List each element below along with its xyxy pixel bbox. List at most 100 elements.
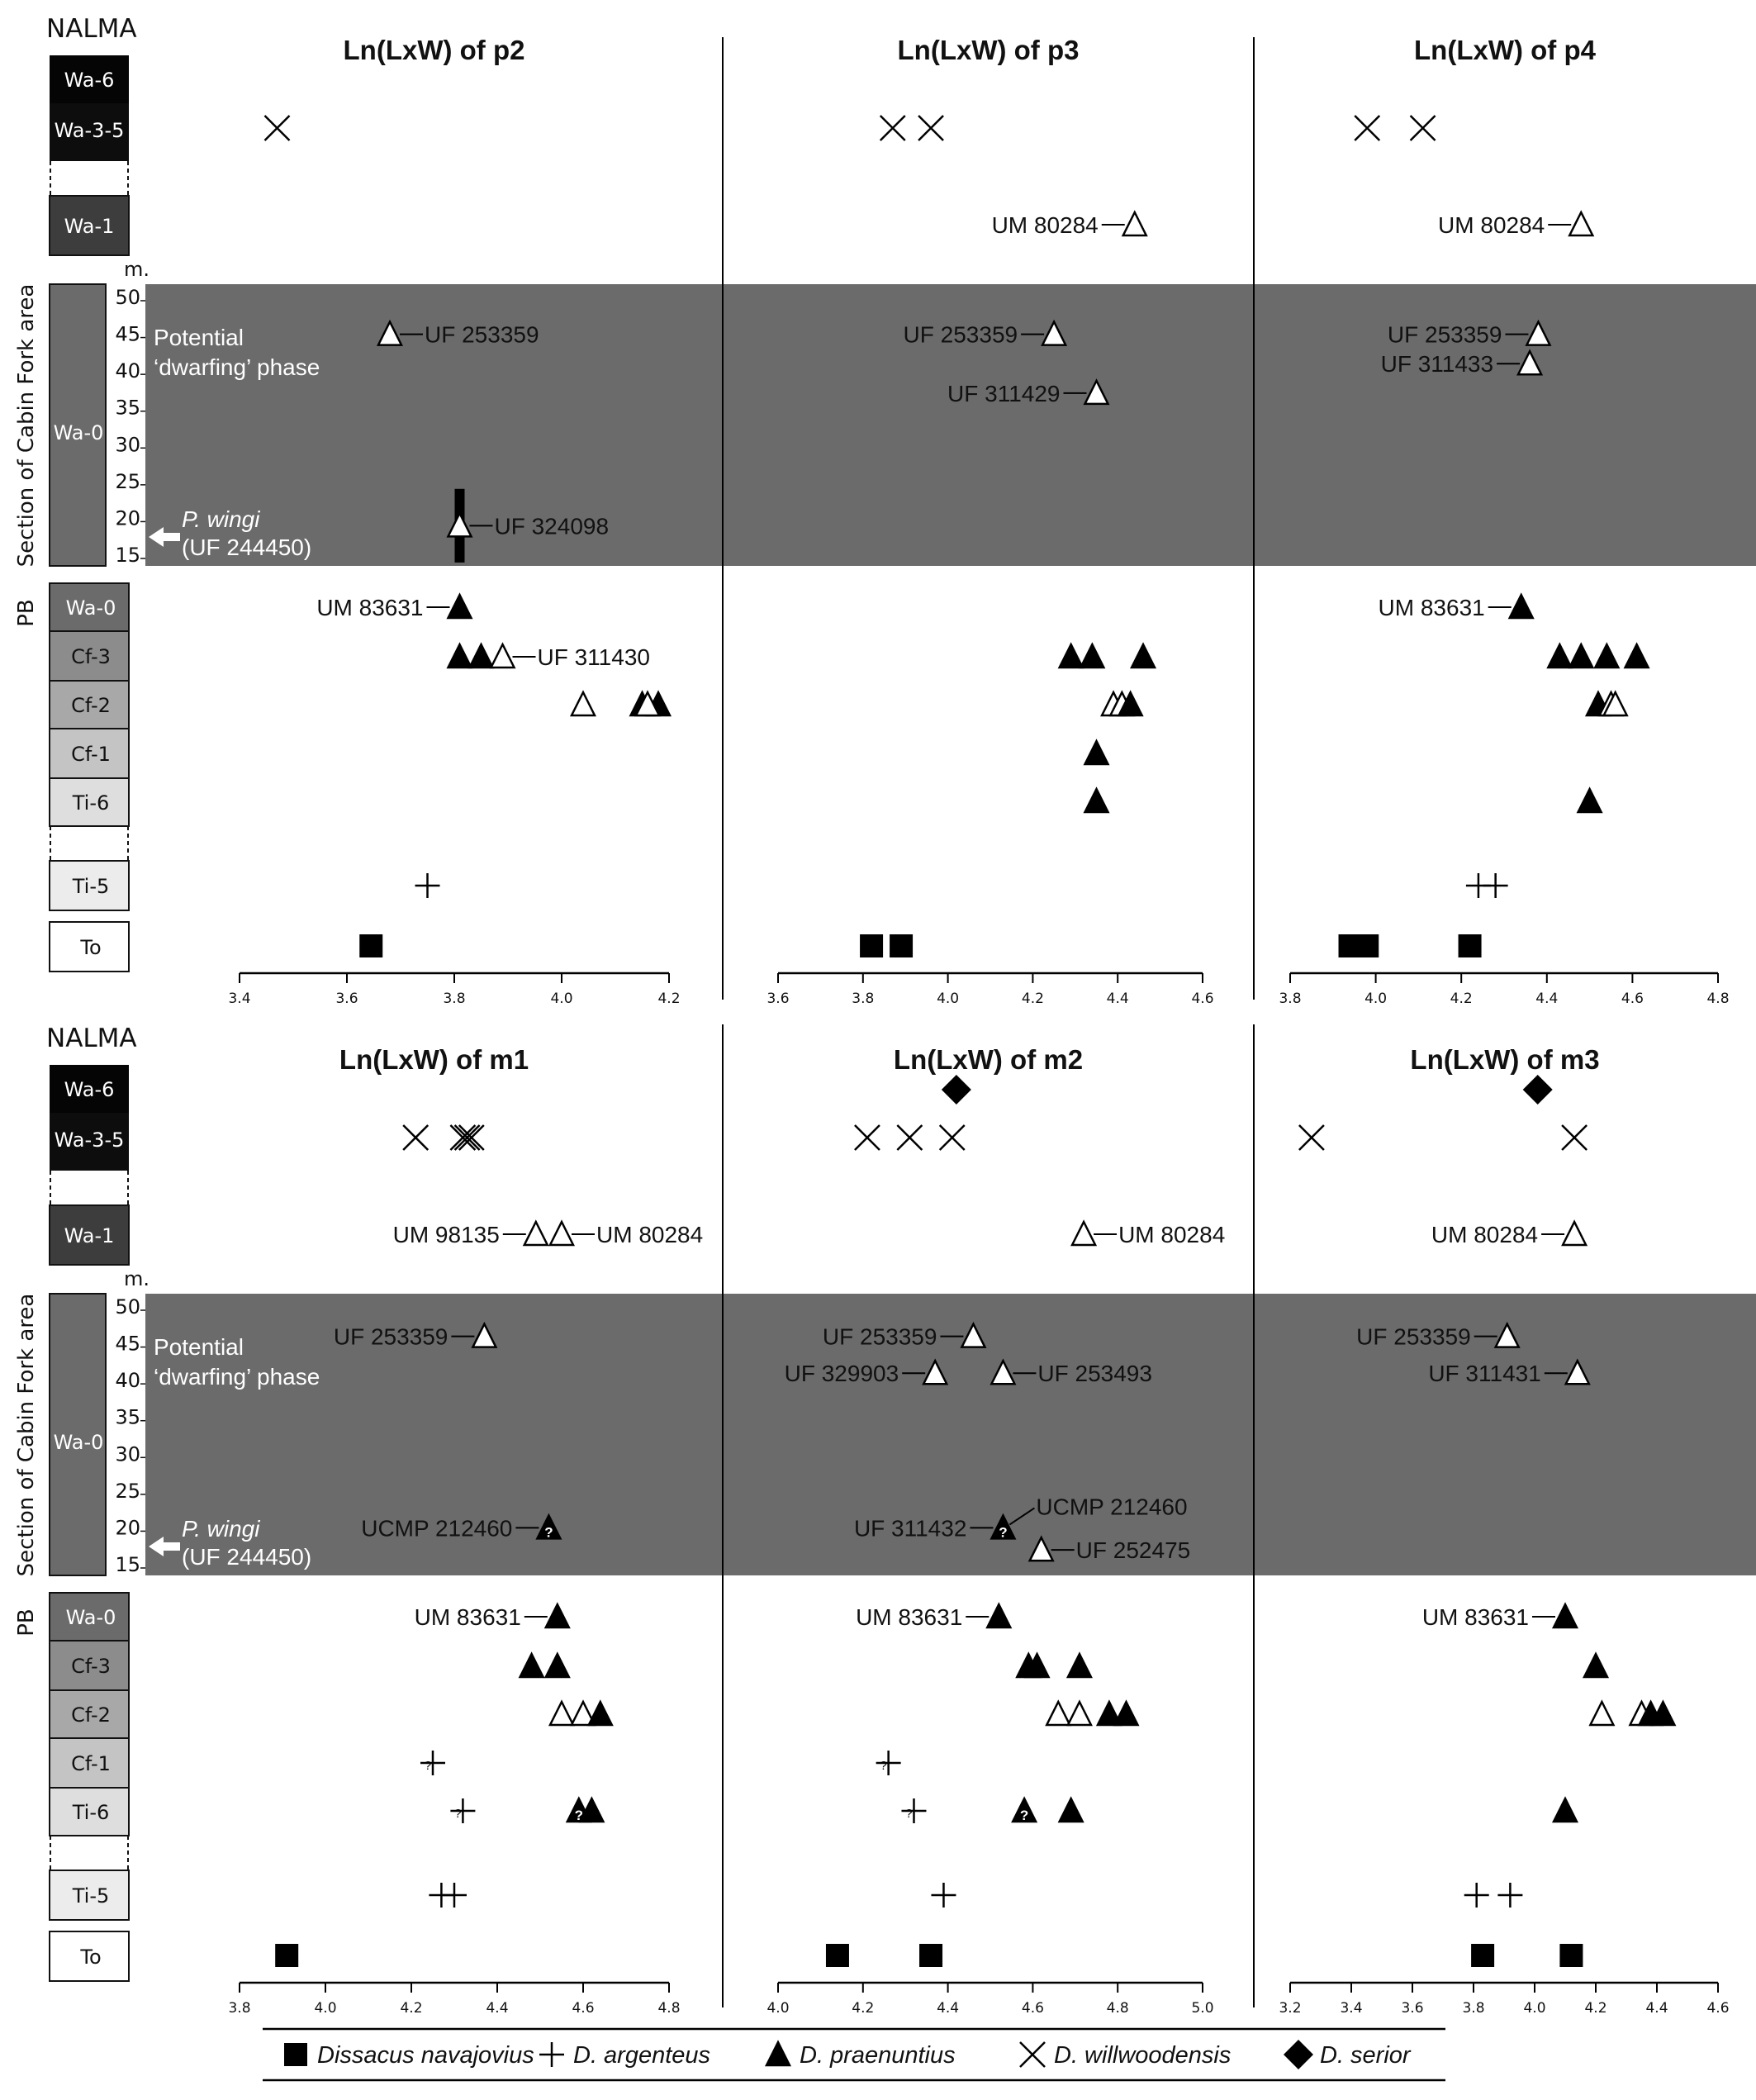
stage-label: Wa-1 bbox=[64, 215, 115, 238]
pwingi-label: P. wingi bbox=[182, 1516, 260, 1542]
square-marker bbox=[359, 934, 383, 957]
strat-column-0: NALMA Wa-6 Wa-3-5 Wa-1 m. Wa-0 Section of Cabi… bbox=[14, 14, 149, 972]
panel-6: Ln(LxW) of m3 3.2 3.4 3.6 3.8 4.0 4.2 4.4 4.6 UM … bbox=[1279, 1044, 1729, 2017]
uncertain-mark: ? bbox=[1020, 1808, 1028, 1823]
panel-5: Ln(LxW) of m2 4.0 4.2 4.4 4.6 4.8 5.0 UM 80284 U… bbox=[766, 1044, 1225, 2017]
filled-triangle-marker bbox=[764, 2040, 792, 2067]
specimen-label: UM 83631 bbox=[316, 595, 423, 620]
x-tick-label: 4.6 bbox=[1022, 2000, 1044, 2017]
specimen-label: UM 80284 bbox=[596, 1222, 703, 1247]
square-marker bbox=[1355, 934, 1379, 957]
panel-title: Ln(LxW) of m1 bbox=[339, 1044, 529, 1075]
x-tick-label: 4.0 bbox=[550, 991, 572, 1007]
cross-marker bbox=[1298, 1124, 1325, 1151]
panel-1: Ln(LxW) of p2 3.4 3.6 3.8 4.0 4.2 UF 253359 UF … bbox=[228, 35, 680, 1007]
cross-marker bbox=[918, 115, 944, 141]
meter-tick-label: 35 bbox=[115, 1406, 140, 1429]
cross-marker bbox=[938, 1124, 966, 1151]
panel-2: Ln(LxW) of p3 3.6 3.8 4.0 4.2 4.4 4.6 UM 80284 U… bbox=[766, 35, 1213, 1007]
x-tick-label: 4.8 bbox=[1107, 2000, 1129, 2017]
filled-triangle-marker bbox=[1582, 1651, 1610, 1679]
open-triangle-marker bbox=[446, 511, 473, 538]
dwarfing-phase-band-1 bbox=[145, 1294, 1756, 1575]
open-triangle-marker bbox=[569, 1699, 597, 1727]
stage-label: Ti-5 bbox=[72, 875, 110, 898]
open-triangle-marker bbox=[548, 1219, 576, 1247]
specimen-label: UM 80284 bbox=[1431, 1222, 1538, 1247]
filled-triangle-marker bbox=[1083, 786, 1110, 814]
x-tick-label: 4.4 bbox=[937, 2000, 959, 2017]
meter-tick-label: 25 bbox=[115, 1480, 140, 1503]
filled-triangle-marker bbox=[1113, 1699, 1140, 1727]
dwarfing-label: Potential bbox=[154, 1334, 244, 1360]
diamond-marker bbox=[1284, 2040, 1313, 2069]
open-triangle-marker bbox=[1027, 1535, 1055, 1562]
stage-label: Cf-3 bbox=[71, 645, 111, 668]
specimen-label: UF 252475 bbox=[1076, 1537, 1191, 1563]
dwarfing-phase-band-0 bbox=[145, 284, 1756, 566]
open-triangle-marker bbox=[1121, 210, 1148, 237]
square-marker bbox=[1471, 1944, 1495, 1967]
open-triangle-marker bbox=[569, 690, 597, 717]
stage-wa6-box bbox=[50, 55, 129, 103]
stage-label: Wa-3-5 bbox=[55, 119, 125, 142]
open-triangle-marker bbox=[1602, 690, 1629, 717]
x-tick-label: 5.0 bbox=[1191, 2000, 1213, 2017]
filled-triangle-marker bbox=[1130, 642, 1157, 669]
stage-box-ti-6 bbox=[49, 777, 130, 827]
open-triangle-marker bbox=[1070, 1219, 1098, 1247]
specimen-label: UM 80284 bbox=[992, 212, 1099, 238]
cross-marker bbox=[1561, 1124, 1588, 1151]
cross-marker bbox=[1019, 2041, 1046, 2068]
square-marker bbox=[825, 1944, 849, 1967]
x-tick-label: 4.2 bbox=[852, 2000, 874, 2017]
nalma-label: NALMA bbox=[46, 14, 137, 44]
uncertain-mark: ? bbox=[575, 1808, 583, 1823]
stage-wa35-box bbox=[50, 1113, 129, 1171]
legend-item: D. serior bbox=[1284, 2040, 1412, 2069]
x-tick-label: 4.0 bbox=[766, 2000, 789, 2017]
diamond-marker bbox=[941, 1075, 971, 1105]
specimen-label: UF 253359 bbox=[334, 1324, 448, 1350]
open-triangle-marker bbox=[1041, 319, 1068, 346]
x-tick-label: 4.6 bbox=[1706, 2000, 1729, 2017]
filled-triangle-marker bbox=[1065, 1651, 1093, 1679]
filled-triangle-marker bbox=[446, 642, 473, 669]
filled-triangle-marker bbox=[535, 1513, 562, 1540]
stage-label: Wa-0 bbox=[66, 1606, 116, 1629]
x-tick-label: 4.8 bbox=[1706, 991, 1729, 1007]
x-tick-label: 4.0 bbox=[314, 2000, 336, 2017]
open-triangle-marker bbox=[1561, 1219, 1588, 1247]
cross-marker bbox=[854, 1124, 880, 1151]
stage-label: Wa-6 bbox=[64, 1078, 115, 1101]
open-triangle-marker bbox=[376, 319, 404, 346]
legend-label: D. serior bbox=[1320, 2042, 1412, 2069]
x-tick-label: 4.8 bbox=[657, 2000, 680, 2017]
legend-label: D. willwoodensis bbox=[1054, 2042, 1231, 2069]
meter-tick-label: 40 bbox=[115, 359, 140, 382]
pwingi-specimen-label: (UF 244450) bbox=[182, 1544, 311, 1570]
legend-item: D. praenuntius bbox=[764, 2040, 956, 2069]
x-tick-label: 4.2 bbox=[400, 2000, 422, 2017]
filled-triangle-marker bbox=[1546, 642, 1573, 669]
filled-triangle-marker bbox=[578, 1796, 605, 1823]
open-triangle-marker bbox=[1045, 1699, 1072, 1727]
stage-box-wa-0 bbox=[49, 582, 130, 632]
specimen-label: UM 80284 bbox=[1438, 212, 1545, 238]
stage-box-ti-6 bbox=[49, 1787, 130, 1836]
filled-triangle-marker bbox=[1117, 690, 1144, 717]
meters-label: m. bbox=[124, 1267, 149, 1290]
legend-item: D. argenteus bbox=[539, 2042, 710, 2069]
arrow-left-icon bbox=[149, 1537, 180, 1556]
open-triangle-marker bbox=[1083, 378, 1110, 406]
x-tick-label: 4.0 bbox=[1364, 991, 1387, 1007]
specimen-label: UM 83631 bbox=[856, 1604, 962, 1630]
open-triangle-marker bbox=[1516, 349, 1544, 376]
x-tick-label: 3.4 bbox=[228, 991, 250, 1007]
meter-tick-label: 15 bbox=[115, 544, 140, 567]
stage-label: Wa-0 bbox=[66, 596, 116, 620]
legend-item: Dissacus navajovius bbox=[284, 2042, 534, 2069]
stage-wa0-section-box bbox=[49, 283, 107, 567]
stage-label: Wa-6 bbox=[64, 69, 115, 92]
section-axis-label: Section of Cabin Fork area bbox=[14, 1294, 39, 1577]
